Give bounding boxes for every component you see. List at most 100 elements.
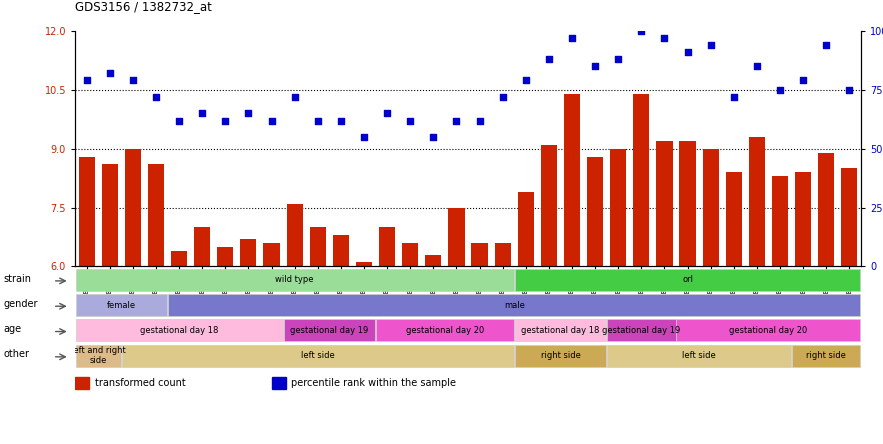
Bar xyxy=(122,345,514,367)
Bar xyxy=(494,243,510,266)
Point xyxy=(79,77,94,84)
Bar xyxy=(515,345,607,367)
Text: orl: orl xyxy=(682,275,693,284)
Bar xyxy=(287,204,303,266)
Point xyxy=(819,42,834,49)
Bar xyxy=(608,319,675,341)
Point xyxy=(334,117,348,124)
Text: left side: left side xyxy=(683,351,716,360)
Point xyxy=(681,49,695,56)
Point xyxy=(172,117,186,124)
Point xyxy=(149,93,163,100)
Point xyxy=(588,63,602,70)
Bar xyxy=(795,172,811,266)
Bar xyxy=(819,153,834,266)
Bar xyxy=(515,319,607,341)
Bar xyxy=(356,262,372,266)
Point xyxy=(565,35,579,42)
Text: gestational day 19: gestational day 19 xyxy=(291,326,368,335)
Point xyxy=(842,87,857,94)
Text: other: other xyxy=(4,349,30,360)
Bar xyxy=(792,345,860,367)
Bar xyxy=(426,255,442,266)
Bar xyxy=(272,377,286,389)
Bar xyxy=(633,94,649,266)
Text: gender: gender xyxy=(4,299,38,309)
Text: gestational day 19: gestational day 19 xyxy=(602,326,681,335)
Text: gestational day 18: gestational day 18 xyxy=(140,326,218,335)
Point xyxy=(542,56,556,63)
Bar xyxy=(333,235,349,266)
Bar xyxy=(76,319,283,341)
Point xyxy=(195,110,209,117)
Text: wild type: wild type xyxy=(275,275,313,284)
Bar xyxy=(76,269,514,291)
Text: gestational day 20: gestational day 20 xyxy=(406,326,484,335)
Text: gestational day 18: gestational day 18 xyxy=(521,326,600,335)
Bar xyxy=(75,377,89,389)
Bar xyxy=(517,192,534,266)
Bar xyxy=(610,149,626,266)
Bar xyxy=(168,294,860,316)
Bar xyxy=(472,243,487,266)
Bar xyxy=(125,149,141,266)
Text: female: female xyxy=(107,301,136,309)
Bar xyxy=(379,227,396,266)
Bar xyxy=(564,94,580,266)
Text: right side: right side xyxy=(540,351,580,360)
Text: transformed count: transformed count xyxy=(94,378,185,388)
Text: right side: right side xyxy=(806,351,846,360)
Point xyxy=(518,77,532,84)
Bar xyxy=(263,243,280,266)
Point xyxy=(657,35,671,42)
Bar xyxy=(76,345,121,367)
Point xyxy=(472,117,487,124)
Text: percentile rank within the sample: percentile rank within the sample xyxy=(291,378,457,388)
Point xyxy=(704,42,718,49)
Bar xyxy=(283,319,375,341)
Point xyxy=(750,63,764,70)
Point xyxy=(495,93,509,100)
Bar xyxy=(79,157,94,266)
Point xyxy=(380,110,394,117)
Bar xyxy=(841,168,857,266)
Bar xyxy=(772,176,789,266)
Point xyxy=(102,70,117,77)
Point xyxy=(125,77,140,84)
Bar xyxy=(76,294,167,316)
Bar xyxy=(703,149,719,266)
Text: male: male xyxy=(504,301,525,309)
Point xyxy=(796,77,811,84)
Bar xyxy=(540,145,557,266)
Bar xyxy=(171,251,187,266)
Point xyxy=(727,93,741,100)
Bar xyxy=(676,319,860,341)
Point xyxy=(311,117,325,124)
Point xyxy=(241,110,255,117)
Point xyxy=(449,117,464,124)
Text: gestational day 20: gestational day 20 xyxy=(729,326,808,335)
Point xyxy=(404,117,418,124)
Bar xyxy=(608,345,791,367)
Bar xyxy=(726,172,742,266)
Bar xyxy=(147,164,164,266)
Bar xyxy=(680,141,696,266)
Bar xyxy=(515,269,860,291)
Point xyxy=(611,56,625,63)
Bar xyxy=(749,137,765,266)
Bar xyxy=(310,227,326,266)
Bar xyxy=(402,243,419,266)
Bar xyxy=(587,157,603,266)
Point xyxy=(218,117,232,124)
Bar xyxy=(217,247,233,266)
Text: strain: strain xyxy=(4,274,32,284)
Bar xyxy=(656,141,673,266)
Bar xyxy=(194,227,210,266)
Point xyxy=(265,117,279,124)
Text: age: age xyxy=(4,324,22,334)
Text: left and right
side: left and right side xyxy=(71,346,125,365)
Bar xyxy=(449,208,464,266)
Bar xyxy=(376,319,514,341)
Point xyxy=(357,134,371,141)
Point xyxy=(288,93,302,100)
